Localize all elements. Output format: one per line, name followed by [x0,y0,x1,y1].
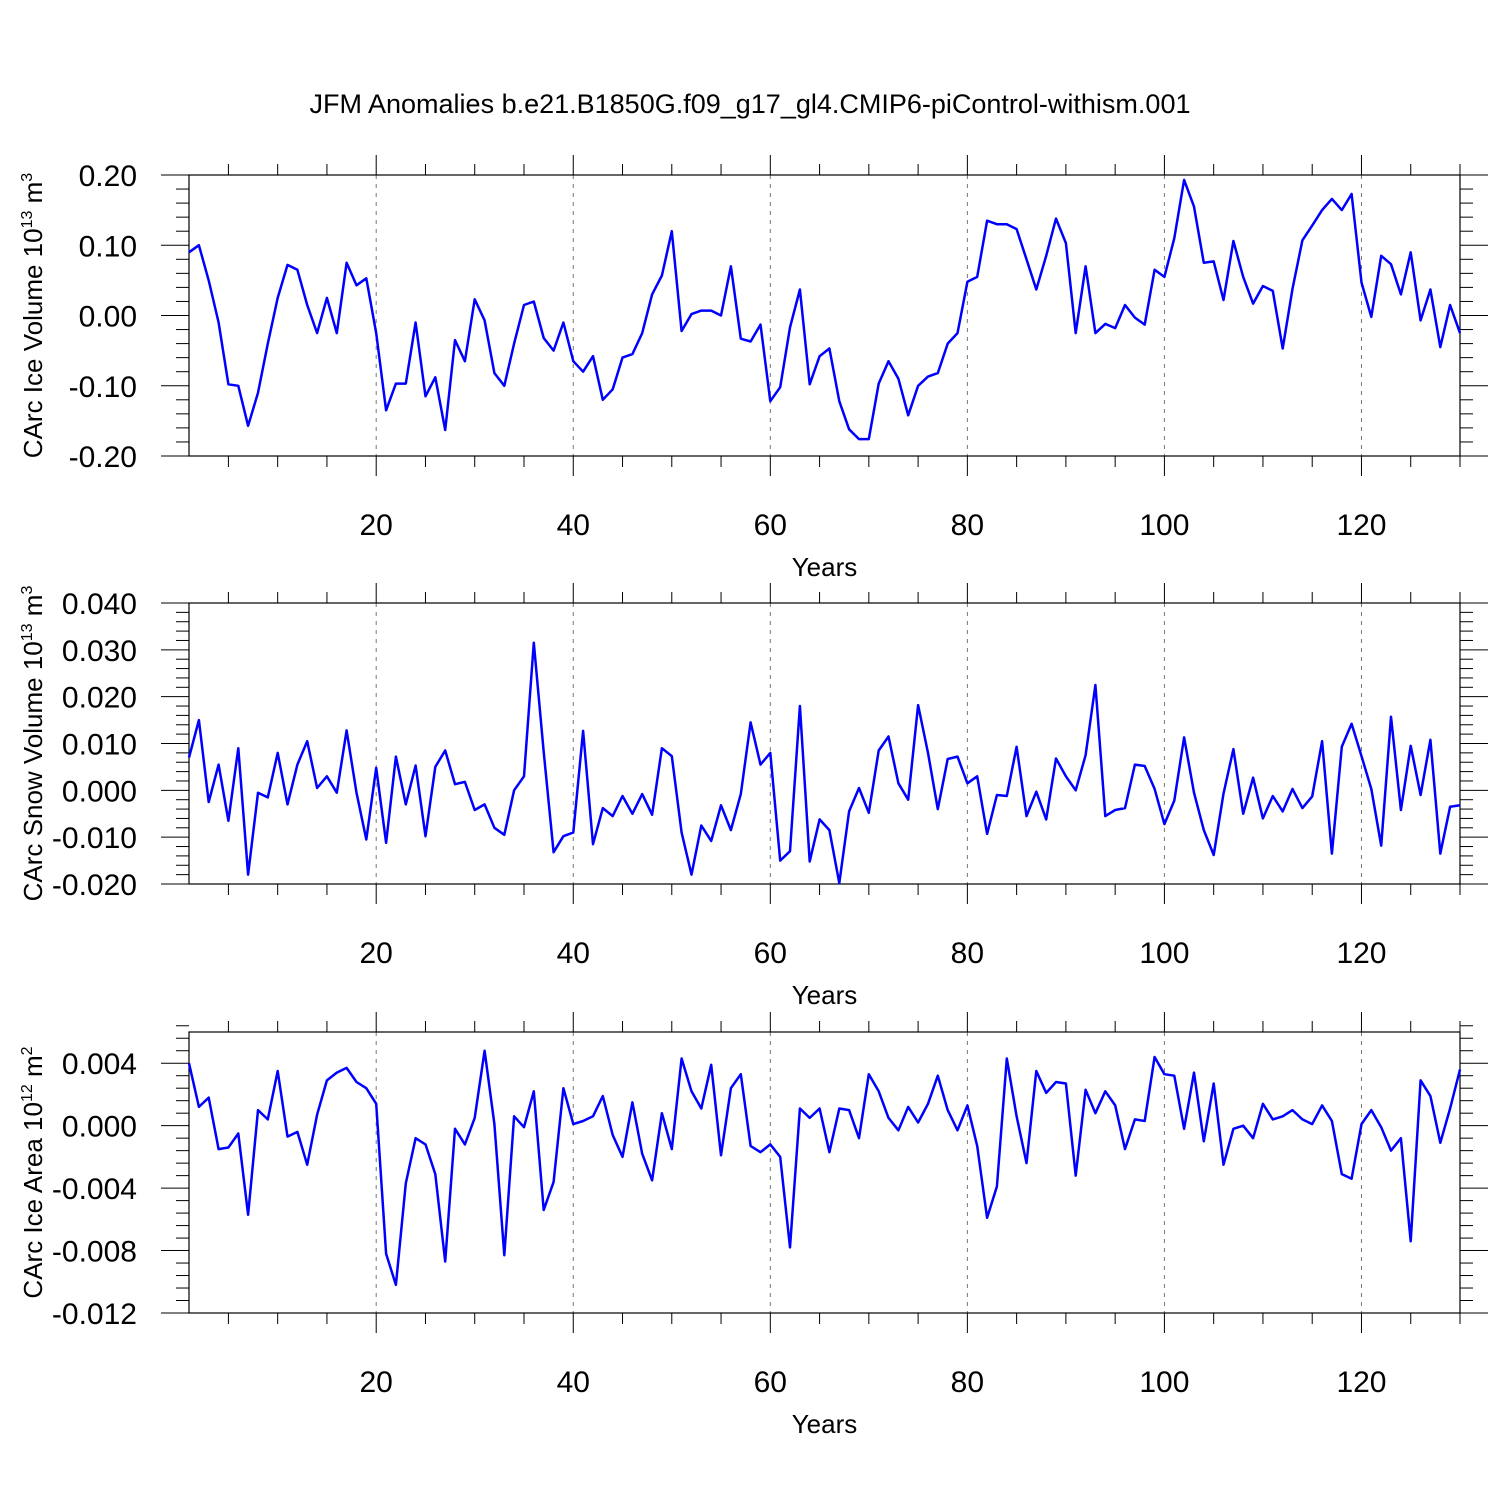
y-tick-label: -0.020 [52,869,137,902]
y-tick-label: -0.012 [52,1298,137,1331]
y-axis-label-part: CArc Ice Volume 10 [18,228,48,458]
y-axis-label: CArc Ice Area 1012 m2 [18,1046,48,1298]
y-axis-label: CArc Ice Volume 1013 m3 [18,173,48,458]
x-axis-label: Years [792,1409,858,1439]
y-axis-label-superscript: 3 [19,586,36,595]
y-tick-label: 0.20 [79,160,137,193]
x-tick-label: 40 [557,937,590,970]
x-tick-label: 60 [754,509,787,542]
y-tick-label: 0.10 [79,230,137,263]
panel-1: -0.20 -0.10 0.00 0.10 0.20 20 40 60 80 100 120 Year… [18,155,1488,582]
x-tick-label: 20 [360,937,393,970]
x-tick-label: 120 [1336,509,1386,542]
panel-2: -0.020 -0.010 0.000 0.010 0.020 0.030 0.040 20 4… [18,583,1488,1010]
x-tick-label: 80 [951,937,984,970]
x-tick-label: 80 [951,509,984,542]
panels-group: -0.20 -0.10 0.00 0.10 0.20 20 40 60 80 100 120 Year… [18,155,1488,1439]
y-tick-label: -0.20 [69,441,137,474]
y-axis-label-superscript: 12 [19,1084,36,1102]
x-tick-label: 100 [1139,1366,1189,1399]
series-line [187,641,1461,885]
y-tick-label: 0.010 [62,729,137,762]
y-tick-label: -0.004 [52,1173,137,1206]
y-tick-label: -0.008 [52,1236,137,1269]
y-axis-label: CArc Snow Volume 1013 m3 [18,586,48,902]
y-axis-label-superscript: 13 [19,211,36,229]
x-tick-label: 40 [557,509,590,542]
y-tick-label: -0.10 [69,371,137,404]
x-axis-label: Years [792,980,858,1010]
y-axis-label-superscript: 2 [19,1046,36,1055]
x-tick-label: 80 [951,1366,984,1399]
x-tick-label: 60 [754,1366,787,1399]
y-axis-label-part: m [18,595,48,624]
y-tick-label: -0.010 [52,822,137,855]
x-tick-label: 20 [360,1366,393,1399]
x-tick-label: 120 [1336,937,1386,970]
series-line [187,1049,1462,1287]
chart-title: JFM Anomalies b.e21.B1850G.f09_g17_gl4.C… [310,89,1191,119]
x-tick-label: 100 [1139,937,1189,970]
panel-3: -0.012 -0.008 -0.004 0.000 0.004 20 40 60 80 100 1… [18,1012,1488,1439]
y-axis-label-superscript: 3 [19,173,36,182]
x-tick-label: 100 [1139,509,1189,542]
y-tick-label: 0.020 [62,682,137,715]
y-axis-label-part: CArc Snow Volume 10 [18,641,48,901]
x-tick-label: 20 [360,509,393,542]
y-tick-label: 0.030 [62,635,137,668]
y-tick-label: 0.00 [79,301,137,334]
y-tick-label: 0.000 [62,775,137,808]
y-tick-label: 0.000 [62,1111,137,1144]
x-tick-label: 120 [1336,1366,1386,1399]
x-tick-label: 60 [754,937,787,970]
plot-frame [188,602,1461,885]
plot-frame [188,1031,1461,1314]
y-tick-label: 0.040 [62,588,137,621]
y-tick-label: 0.004 [62,1048,137,1081]
series-line [188,178,1462,441]
y-axis-label-part: m [18,182,48,211]
y-axis-label-superscript: 13 [19,623,36,641]
y-axis-label-part: CArc Ice Area 10 [18,1102,48,1299]
x-axis-label: Years [792,552,858,582]
plot-frame [188,174,1461,457]
y-axis-label-part: m [18,1055,48,1084]
x-tick-label: 40 [557,1366,590,1399]
